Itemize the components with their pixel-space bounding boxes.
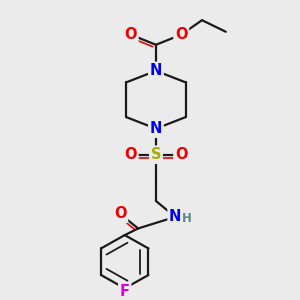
Text: O: O	[124, 27, 137, 42]
Text: O: O	[124, 147, 137, 162]
Text: S: S	[151, 147, 161, 162]
Text: N: N	[150, 121, 162, 136]
Text: O: O	[175, 27, 188, 42]
Text: O: O	[175, 147, 188, 162]
Text: O: O	[114, 206, 127, 221]
Text: H: H	[182, 212, 191, 225]
Text: N: N	[169, 209, 182, 224]
Text: F: F	[120, 284, 130, 299]
Text: N: N	[150, 63, 162, 78]
